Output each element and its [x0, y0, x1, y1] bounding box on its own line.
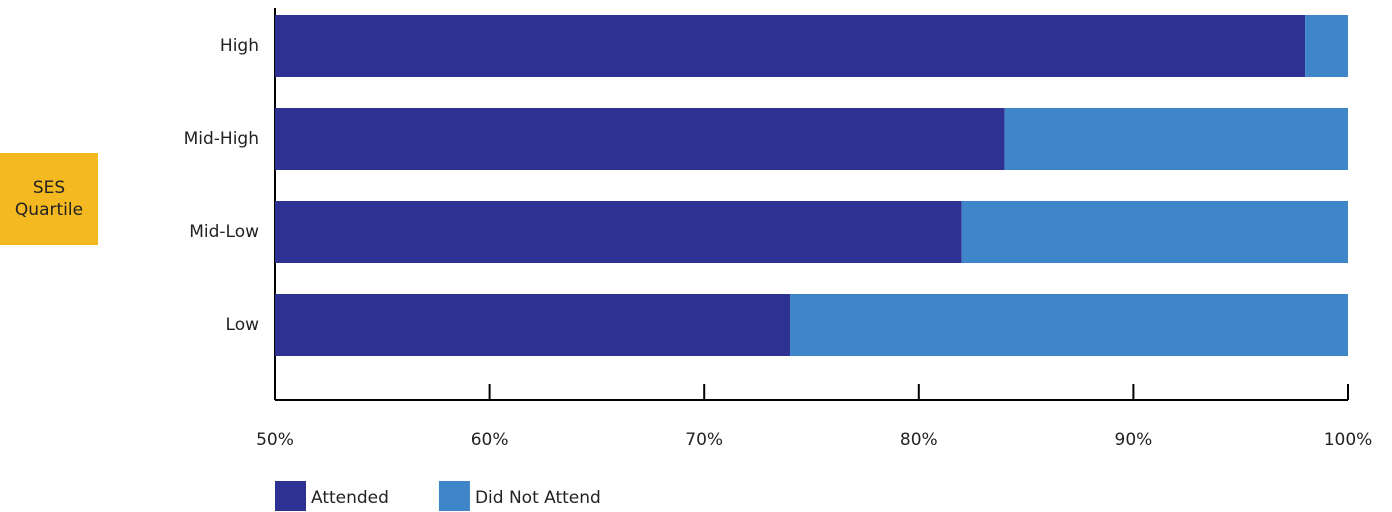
bar-segment	[1305, 15, 1348, 77]
y-tick-label: Mid-Low	[189, 222, 259, 242]
bar-segment	[1004, 108, 1348, 170]
bar-segment	[275, 15, 1306, 77]
x-tick-label: 50%	[256, 430, 294, 450]
bar-segment	[961, 201, 1348, 263]
x-tick-label: 60%	[471, 430, 509, 450]
bar-segment	[275, 201, 962, 263]
legend-label: Did Not Attend	[475, 488, 601, 508]
legend-swatch	[275, 481, 306, 511]
y-tick-label: Low	[226, 315, 260, 335]
legend-label: Attended	[311, 488, 389, 508]
bar-segment	[275, 108, 1005, 170]
legend-swatch	[438, 481, 470, 511]
y-tick-label: Mid-High	[184, 129, 259, 149]
y-tick-label: High	[220, 36, 259, 56]
x-tick-label: 90%	[1115, 430, 1153, 450]
x-tick-label: 70%	[685, 430, 723, 450]
x-tick-label: 80%	[900, 430, 938, 450]
bar-segment	[790, 294, 1348, 356]
x-tick-label: 100%	[1324, 430, 1373, 450]
y-axis-label: SES Quartile	[0, 153, 98, 245]
bar-segment	[275, 294, 791, 356]
